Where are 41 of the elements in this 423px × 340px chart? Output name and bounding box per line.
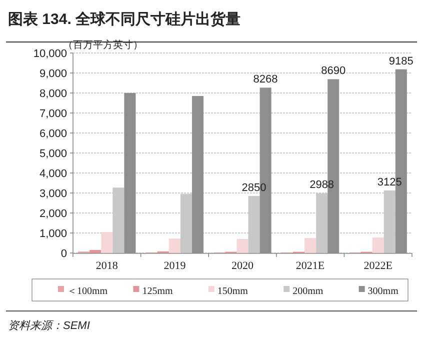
data-label: 8268 [253,74,278,86]
bar [180,194,192,253]
bar [112,188,124,253]
bar [90,250,102,253]
legend-label: 300mm [368,286,399,297]
bar [236,239,248,253]
y-axis-title: （百万平方英寸） [63,39,143,51]
data-label: 9185 [388,55,414,68]
bar [304,238,316,253]
y-tick-label: 0 [60,248,67,260]
bar [372,237,384,253]
x-tick-label: 2020 [232,260,254,272]
data-label: 3125 [377,176,402,188]
bar [101,232,113,253]
y-tick-label: 2,000 [39,208,67,220]
legend-label: 200mm [292,286,324,297]
bar [168,238,180,253]
x-tick-label: 2018 [96,260,118,272]
bar [316,193,328,253]
legend-label: 125mm [142,286,173,297]
y-tick-label: 3,000 [39,188,67,200]
bar [248,196,260,253]
data-label: 8690 [321,65,346,78]
data-label: 2988 [310,179,334,192]
y-tick-label: 8,000 [39,88,67,100]
y-tick-label: 4,000 [39,168,67,180]
y-tick-label: 10,000 [33,48,67,60]
bar [384,190,396,253]
x-tick-label: 2022E [364,260,393,272]
x-tick-label: 2019 [164,260,186,272]
y-tick-label: 1,000 [39,228,67,240]
y-tick-label: 5,000 [39,148,67,160]
y-tick-label: 9,000 [39,68,67,80]
y-tick-label: 6,000 [39,128,67,140]
text: 资料来源：SEMI [8,319,90,332]
data-label: 2850 [242,182,266,194]
legend-label: 150mm [217,286,248,297]
x-tick-label: 2021E [296,260,325,272]
y-tick-label: 7,000 [39,108,67,120]
legend-label: ＜100mm [67,286,108,297]
chart-title: 图表 134. 全球不同尺寸硅片出货量 [8,11,241,28]
